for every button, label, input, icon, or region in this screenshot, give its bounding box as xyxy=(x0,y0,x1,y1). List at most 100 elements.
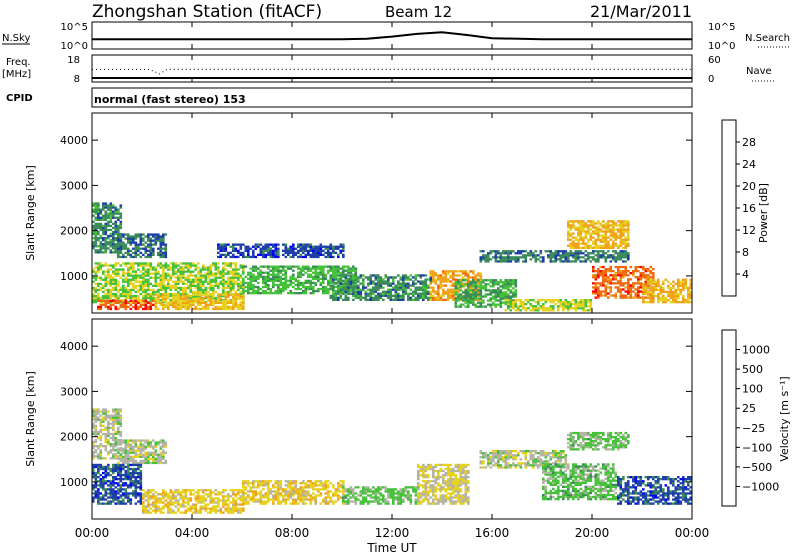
range-cell xyxy=(587,258,590,261)
range-cell xyxy=(164,461,168,465)
range-cell xyxy=(472,272,475,275)
range-cell xyxy=(552,307,555,310)
range-cell xyxy=(297,265,300,268)
range-cell xyxy=(249,285,253,289)
range-cell xyxy=(112,476,115,479)
range-cell xyxy=(609,256,613,259)
range-cell xyxy=(602,265,605,269)
range-cell xyxy=(234,303,238,306)
range-cell xyxy=(119,288,123,292)
range-cell xyxy=(612,236,615,239)
range-cell xyxy=(199,274,203,277)
range-cell xyxy=(97,307,100,311)
range-cell xyxy=(582,301,585,304)
range-cell xyxy=(119,416,123,419)
range-cell xyxy=(597,296,600,299)
range-cell xyxy=(124,471,128,475)
range-cell xyxy=(204,276,208,279)
range-cell xyxy=(102,264,105,267)
range-cell xyxy=(164,264,168,267)
range-cell xyxy=(152,455,155,458)
range-cell xyxy=(162,274,165,277)
range-cell xyxy=(442,278,445,281)
range-cell xyxy=(604,278,608,281)
range-cell xyxy=(117,210,120,213)
range-cell xyxy=(192,278,195,281)
range-cell xyxy=(579,250,583,253)
range-cell xyxy=(374,298,378,301)
range-cell xyxy=(152,497,155,500)
range-cell xyxy=(432,272,435,275)
range-cell xyxy=(284,283,288,287)
range-cell xyxy=(184,301,188,304)
range-cell xyxy=(99,208,103,211)
range-cell xyxy=(577,232,580,235)
range-cell xyxy=(277,292,280,295)
range-cell xyxy=(99,251,103,254)
range-cell xyxy=(654,280,658,283)
range-cell xyxy=(407,282,410,285)
range-cell xyxy=(92,414,95,417)
range-cell xyxy=(482,301,485,304)
range-cell xyxy=(114,445,118,448)
range-cell xyxy=(102,482,105,485)
range-cell xyxy=(432,280,435,283)
range-cell xyxy=(134,305,138,309)
range-cell xyxy=(534,256,538,259)
range-cell xyxy=(224,305,228,309)
range-cell xyxy=(557,250,560,253)
range-cell xyxy=(157,301,160,304)
range-cell xyxy=(482,295,485,298)
range-cell xyxy=(112,449,115,452)
range-cell xyxy=(124,290,128,294)
range-cell xyxy=(119,233,123,236)
range-cell xyxy=(502,285,505,288)
range-cell xyxy=(92,498,95,501)
range-cell xyxy=(279,287,283,291)
range-cell xyxy=(619,265,623,269)
range-cell xyxy=(574,305,578,308)
range-cell xyxy=(332,296,335,299)
range-cell xyxy=(139,476,143,479)
range-cell xyxy=(159,499,163,502)
range-cell xyxy=(369,274,373,277)
range-cell xyxy=(659,290,663,294)
range-cell xyxy=(99,266,103,269)
range-cell xyxy=(132,286,135,290)
range-cell xyxy=(152,457,155,460)
range-cell xyxy=(239,251,243,254)
range-cell xyxy=(202,290,205,294)
range-cell xyxy=(224,299,228,302)
range-cell xyxy=(582,252,585,255)
range-cell xyxy=(202,280,205,283)
range-cell xyxy=(117,274,120,277)
range-cell xyxy=(157,264,160,267)
range-cell xyxy=(609,274,613,277)
range-cell xyxy=(482,258,485,261)
range-cell xyxy=(472,270,475,273)
range-cell xyxy=(117,218,120,221)
range-cell xyxy=(339,274,343,277)
range-cell xyxy=(92,214,95,217)
range-cell xyxy=(437,296,440,299)
range-cell xyxy=(112,278,115,281)
range-cell xyxy=(212,272,215,275)
range-cell xyxy=(242,297,245,300)
range-cell xyxy=(159,235,163,238)
range-cell xyxy=(99,451,103,454)
range-cell xyxy=(597,282,600,285)
range-cell xyxy=(212,288,215,292)
range-cell xyxy=(212,299,215,302)
range-cell xyxy=(159,445,163,448)
range-cell xyxy=(274,243,278,246)
range-cell xyxy=(354,292,358,295)
range-cell xyxy=(422,298,425,301)
range-cell xyxy=(429,278,433,281)
range-cell xyxy=(94,494,98,497)
range-cell xyxy=(464,301,468,304)
range-cell xyxy=(449,290,453,293)
range-cell xyxy=(169,489,173,492)
range-cell xyxy=(117,233,120,236)
range-cell xyxy=(637,296,640,299)
range-cell xyxy=(227,243,230,246)
